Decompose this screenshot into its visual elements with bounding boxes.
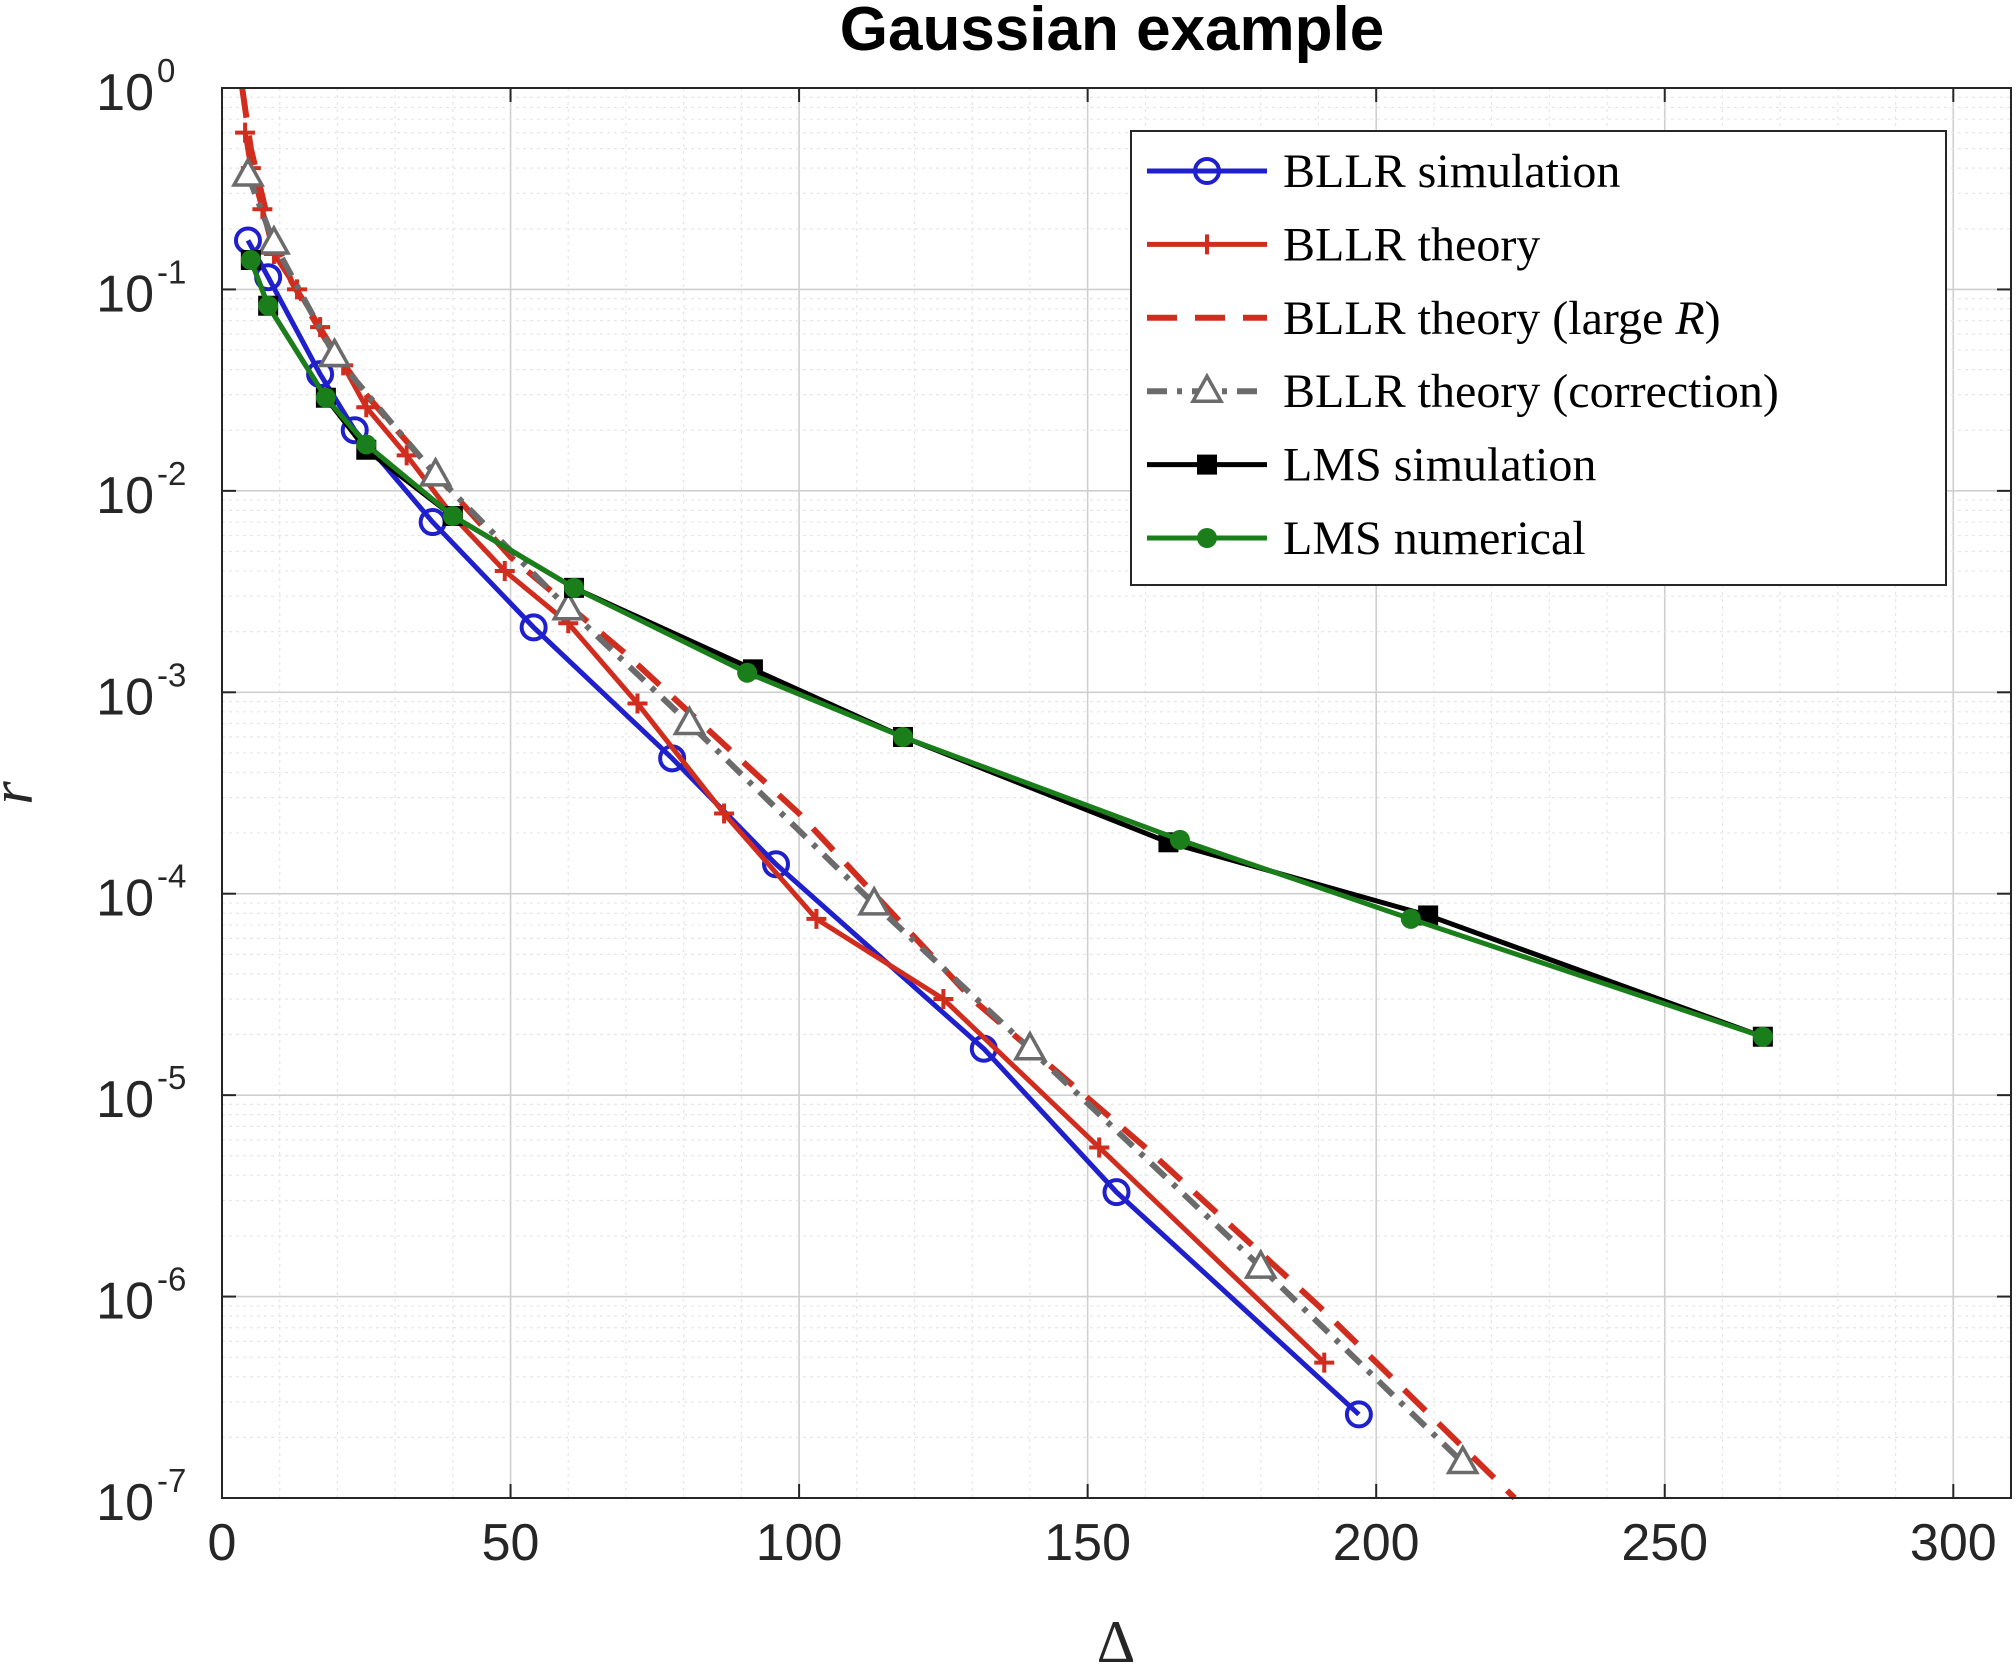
data-point [1752, 1026, 1773, 1047]
legend-label-part: BLLR theory [1283, 218, 1540, 271]
legend-label: LMS numerical [1283, 512, 1586, 565]
legend-box [1130, 130, 1947, 586]
series-5 [240, 249, 1773, 1047]
legend-item: LMS numerical [1147, 512, 1586, 565]
legend-label-part: ) [1705, 292, 1721, 345]
data-point [235, 122, 256, 143]
legend-swatch-marker [1197, 528, 1217, 548]
y-tick-exponent: -6 [157, 1261, 186, 1298]
legend-label-part: LMS simulation [1283, 439, 1596, 492]
data-point [1400, 908, 1421, 929]
x-tick-label: 300 [1910, 1514, 1997, 1572]
plot-frame [221, 87, 2012, 1499]
series-group [230, 87, 1773, 1501]
legend: BLLR simulation BLLR theory BLLR theory (l… [1130, 130, 1947, 586]
data-point [317, 336, 352, 368]
x-tick-label: 150 [1044, 1514, 1131, 1572]
y-tick-exponent: -7 [157, 1462, 186, 1499]
data-point [356, 397, 377, 418]
legend-label-part: LMS numerical [1283, 512, 1586, 565]
data-point [230, 156, 265, 187]
x-tick-label: 250 [1621, 1514, 1708, 1572]
legend-item: BLLR theory (large R) [1147, 292, 1721, 345]
series-line [245, 173, 1465, 1465]
legend-label: BLLR theory [1283, 218, 1540, 271]
x-tick-label: 50 [482, 1514, 540, 1572]
data-point [1089, 1137, 1110, 1158]
legend-item: BLLR theory (correction) [1147, 365, 1779, 418]
legend-swatch-marker [1193, 157, 1221, 185]
y-tick-label: 10 [96, 870, 154, 928]
data-point [564, 577, 585, 598]
data-point [340, 416, 369, 445]
data-point [519, 613, 548, 642]
y-tick-label: 10 [96, 668, 154, 726]
data-point [933, 989, 954, 1010]
legend-swatch-marker [1197, 454, 1217, 475]
x-axis-label: Δ [1097, 1609, 1136, 1668]
legend-label: BLLR simulation [1283, 145, 1620, 198]
x-tick-label: 0 [208, 1514, 237, 1572]
legend-label: BLLR theory (correction) [1283, 365, 1779, 418]
y-tick-exponent: -3 [157, 656, 186, 693]
data-point [857, 885, 892, 916]
legend-label: BLLR theory (large R) [1283, 292, 1721, 345]
y-tick-exponent: -1 [157, 253, 186, 290]
data-point [1169, 829, 1190, 850]
data-point [672, 704, 707, 736]
data-point [737, 662, 758, 683]
legend-label-part: R [1674, 292, 1704, 345]
legend-item: BLLR simulation [1147, 145, 1620, 198]
chart-title: Gaussian example [840, 0, 1385, 64]
y-tick-exponent: 0 [157, 52, 175, 89]
y-tick-exponent: -5 [157, 1059, 186, 1096]
y-tick-exponent: -2 [157, 455, 186, 492]
y-tick-label: 10 [96, 1474, 154, 1532]
legend-swatch-marker [1197, 234, 1217, 255]
data-point [1012, 1030, 1047, 1061]
data-point [1445, 1443, 1480, 1475]
series-3 [230, 156, 1480, 1475]
legend-swatch-marker [1190, 372, 1224, 403]
data-point [494, 561, 515, 582]
data-point [356, 434, 377, 455]
data-point [1243, 1248, 1278, 1279]
data-point [315, 387, 336, 408]
y-axis-label: r [0, 781, 45, 805]
x-tick-label: 100 [756, 1514, 843, 1572]
data-point [256, 224, 291, 255]
legend-item: LMS simulation [1147, 439, 1596, 492]
data-point [240, 249, 261, 270]
x-tick-label: 200 [1333, 1514, 1420, 1572]
data-point [806, 908, 827, 929]
data-point [442, 506, 463, 527]
y-tick-label: 10 [96, 64, 154, 122]
data-point [1344, 1400, 1373, 1429]
data-point [396, 445, 417, 466]
y-tick-label: 10 [96, 1273, 154, 1331]
legend-item: BLLR theory [1147, 218, 1540, 271]
legend-label-part: BLLR simulation [1283, 145, 1620, 198]
data-point [1102, 1178, 1131, 1207]
legend-label-part: BLLR theory (correction) [1283, 365, 1779, 418]
legend-label: LMS simulation [1283, 439, 1596, 492]
y-tick-label: 10 [96, 1071, 154, 1129]
data-point [418, 456, 453, 487]
data-point [1314, 1352, 1335, 1373]
y-tick-exponent: -4 [157, 858, 186, 895]
y-tick-label: 10 [96, 467, 154, 525]
data-point [258, 295, 279, 316]
legend-label-part: BLLR theory (large [1283, 292, 1675, 345]
data-point [627, 693, 648, 714]
data-point [892, 726, 913, 747]
y-tick-label: 10 [96, 265, 154, 323]
data-point [551, 590, 586, 621]
series-line [245, 239, 1361, 1417]
data-point [714, 803, 735, 824]
